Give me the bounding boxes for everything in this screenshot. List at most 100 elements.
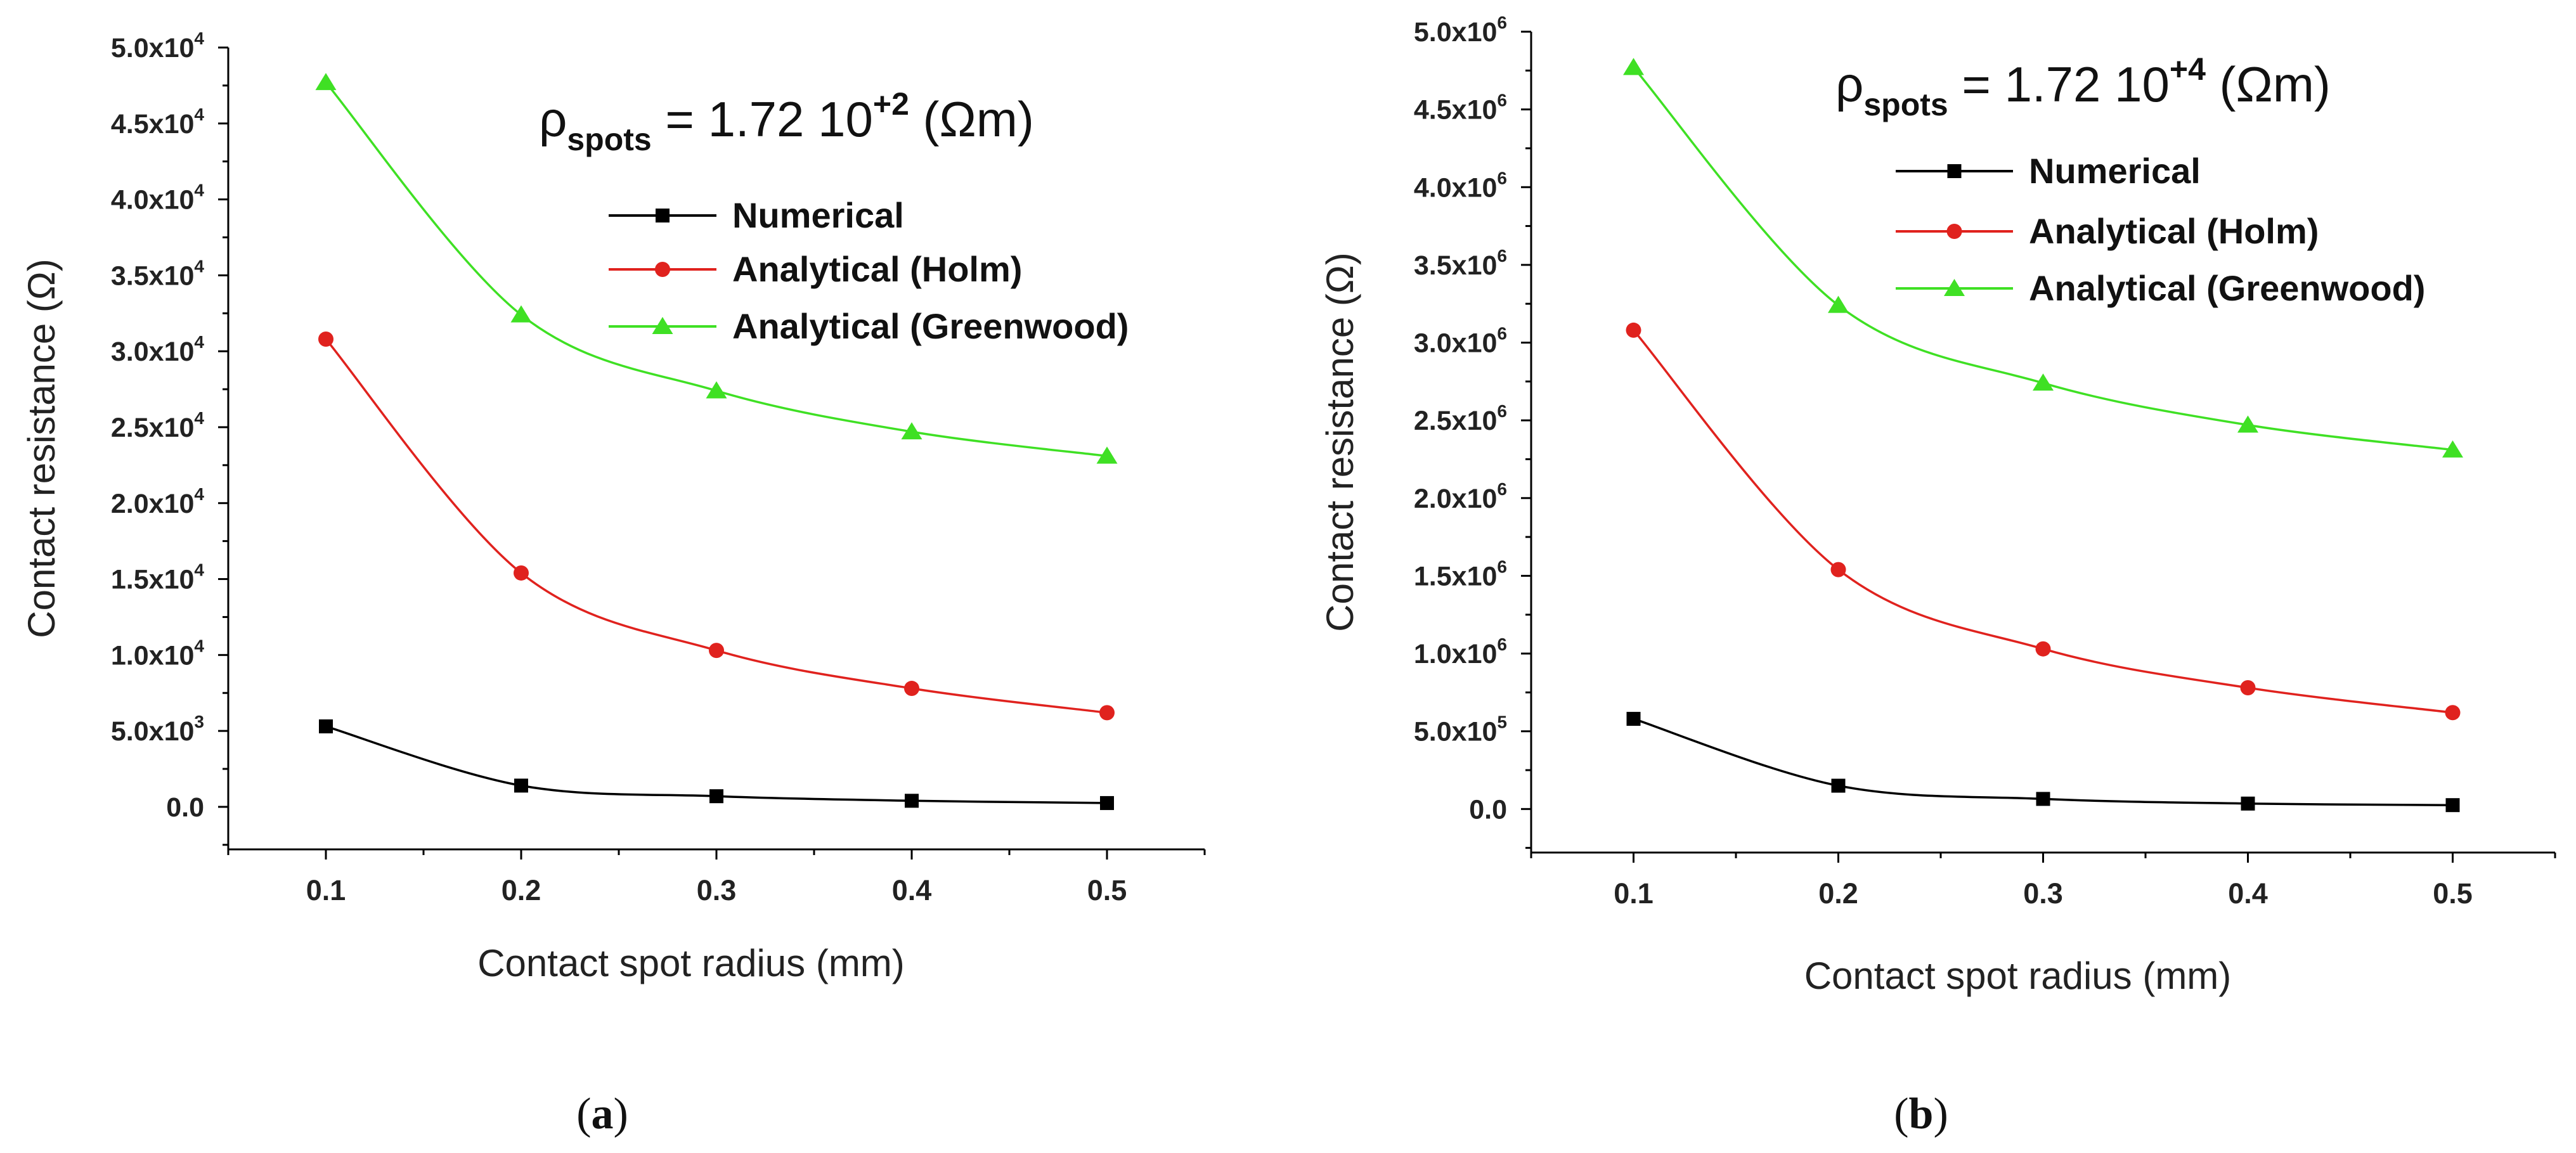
legend-label: Analytical (Holm) — [732, 249, 1022, 289]
data-point-triangle — [2442, 440, 2463, 458]
y-tick-label: 2.5x106 — [1414, 401, 1507, 436]
data-point-circle — [709, 643, 724, 659]
y-tick-exponent: 6 — [1497, 91, 1507, 110]
rho-exponent: +2 — [873, 86, 909, 122]
data-point-square — [2445, 798, 2460, 813]
y-tick-exponent: 4 — [194, 29, 204, 48]
data-point-triangle — [901, 422, 922, 440]
panel-label-open: ( — [576, 1090, 591, 1138]
y-tick-label: 4.0x104 — [111, 181, 205, 216]
y-tick-mantissa: 3.5x10 — [1414, 250, 1498, 281]
y-tick-mantissa: 1.5x10 — [1414, 561, 1498, 591]
data-point-circle — [1099, 705, 1115, 721]
data-point-circle — [1626, 322, 1641, 338]
panel-a: 0.05.0x1031.0x1041.5x1042.0x1042.5x1043.… — [20, 29, 1206, 1138]
data-point-triangle — [1828, 295, 1849, 313]
data-point-square — [709, 789, 723, 804]
data-point-circle — [904, 681, 919, 697]
x-tick-label: 0.4 — [892, 874, 932, 906]
panel-b: 0.05.0x1051.0x1061.5x1062.0x1062.5x1063.… — [1319, 13, 2556, 1138]
legend-marker-square — [656, 209, 670, 222]
y-tick-mantissa: 1.5x10 — [111, 565, 195, 595]
y-tick-label: 5.0x103 — [111, 712, 204, 747]
legend-label: Analytical (Greenwood) — [732, 306, 1129, 346]
data-point-triangle — [315, 73, 337, 91]
y-tick-mantissa: 0.0 — [1469, 794, 1507, 825]
x-axis-label: Contact spot radius (mm) — [477, 942, 905, 984]
legend-label: Numerical — [2029, 151, 2201, 191]
y-tick-mantissa: 3.0x10 — [1414, 328, 1498, 359]
y-tick-label: 3.0x106 — [1414, 324, 1507, 359]
y-tick-exponent: 6 — [1497, 168, 1507, 188]
series-line-circle — [1633, 329, 2453, 714]
x-tick-label: 0.3 — [2023, 877, 2063, 910]
data-point-circle — [514, 565, 529, 581]
y-tick-mantissa: 5.0x10 — [111, 33, 195, 63]
y-tick-label: 1.0x104 — [111, 636, 205, 671]
rho-unit: (Ωm) — [909, 91, 1034, 147]
y-tick-mantissa: 4.5x10 — [111, 109, 195, 139]
x-tick-label: 0.3 — [697, 874, 737, 906]
legend-label: Numerical — [732, 195, 904, 235]
y-tick-label: 3.5x104 — [111, 256, 205, 291]
x-tick-label: 0.2 — [502, 874, 541, 906]
data-point-circle — [2035, 641, 2051, 657]
y-tick-label: 4.5x104 — [111, 105, 205, 139]
y-tick-mantissa: 5.0x10 — [111, 716, 195, 747]
data-point-square — [2036, 792, 2050, 806]
y-tick-mantissa: 2.5x10 — [1414, 406, 1498, 436]
data-point-square — [905, 794, 919, 808]
x-tick-label: 0.5 — [2433, 877, 2473, 910]
x-tick-label: 0.4 — [2228, 877, 2268, 910]
data-point-square — [2241, 796, 2255, 811]
y-tick-exponent: 4 — [194, 105, 204, 124]
y-tick-exponent: 6 — [1497, 324, 1507, 344]
panel-label-letter: b — [1909, 1090, 1934, 1138]
data-point-circle — [2445, 705, 2461, 721]
data-point-square — [319, 719, 333, 733]
rho-unit: (Ωm) — [2206, 56, 2331, 112]
y-tick-label: 0.0 — [166, 792, 204, 823]
data-point-triangle — [706, 381, 727, 399]
data-point-circle — [2240, 680, 2256, 696]
y-tick-mantissa: 4.5x10 — [1414, 95, 1498, 126]
y-tick-mantissa: 3.5x10 — [111, 261, 195, 291]
data-point-circle — [1830, 562, 1846, 577]
y-tick-exponent: 6 — [1497, 246, 1507, 266]
series-line-triangle — [1633, 67, 2453, 451]
rho-annotation: ρspots = 1.72 10+2 (Ωm) — [539, 86, 1034, 157]
y-tick-label: 1.5x106 — [1414, 557, 1507, 591]
rho-value: = 1.72 10 — [652, 91, 873, 147]
y-tick-exponent: 4 — [194, 332, 204, 352]
rho-exponent: +4 — [2170, 51, 2206, 87]
y-tick-mantissa: 1.0x10 — [1414, 639, 1498, 669]
y-tick-exponent: 4 — [194, 560, 204, 580]
y-tick-exponent: 4 — [194, 256, 204, 276]
y-tick-label: 3.0x104 — [111, 332, 205, 367]
data-point-square — [514, 778, 528, 793]
data-point-triangle — [1096, 446, 1118, 464]
panel-label-letter: a — [592, 1090, 614, 1138]
legend-marker-square — [1947, 164, 1962, 178]
y-tick-exponent: 4 — [194, 408, 204, 428]
y-tick-label: 5.0x106 — [1414, 13, 1507, 48]
panel-label-close: ) — [1933, 1090, 1948, 1138]
panel-label-open: ( — [1894, 1090, 1908, 1138]
data-point-triangle — [2033, 373, 2054, 391]
y-tick-label: 0.0 — [1469, 794, 1507, 825]
panel-label: (b) — [1894, 1090, 1948, 1138]
y-tick-exponent: 6 — [1497, 557, 1507, 576]
y-axis-label: Contact resistance (Ω) — [1319, 252, 1361, 631]
legend-label: Analytical (Holm) — [2029, 211, 2319, 251]
y-tick-mantissa: 5.0x10 — [1414, 17, 1498, 48]
series-line-circle — [325, 338, 1108, 714]
y-tick-label: 5.0x104 — [111, 29, 205, 63]
y-axis-label: Contact resistance (Ω) — [20, 259, 63, 638]
data-point-square — [1626, 712, 1641, 726]
x-axis-label: Contact spot radius (mm) — [1804, 955, 2232, 997]
y-tick-label: 2.5x104 — [111, 408, 205, 443]
data-point-square — [1831, 778, 1846, 793]
rho-symbol: ρ — [539, 91, 567, 147]
y-tick-exponent: 4 — [194, 636, 204, 655]
data-point-triangle — [2237, 415, 2258, 433]
